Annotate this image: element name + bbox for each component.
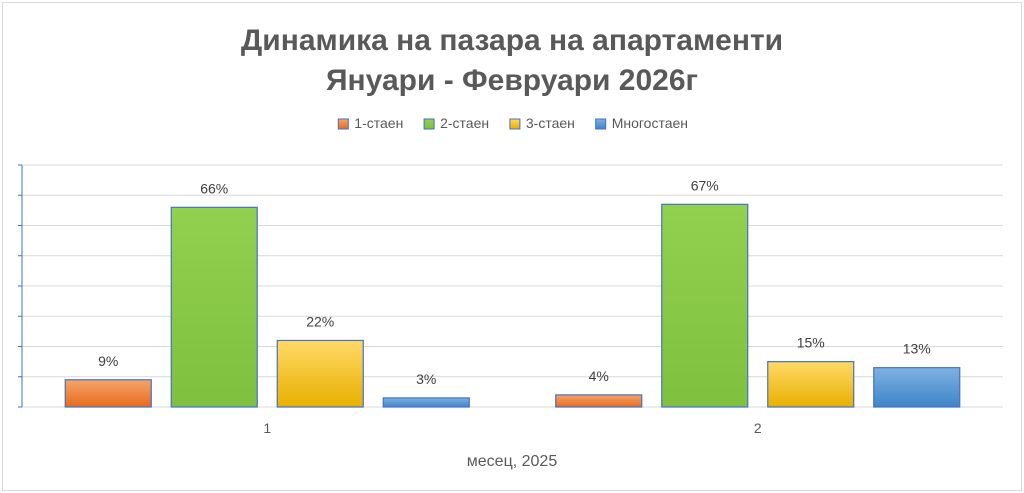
bar-2-стаен-1 xyxy=(170,206,258,408)
bars xyxy=(64,203,961,408)
bar-Многостаен-1 xyxy=(382,397,470,408)
bar-1-стаен-2 xyxy=(555,394,643,408)
bar-Многостаен-2 xyxy=(873,367,961,408)
x-tick-label: 1 xyxy=(263,420,271,436)
data-label: 9% xyxy=(98,353,118,369)
chart-title-line1: Динамика на пазара на апартаменти xyxy=(241,24,783,57)
data-label: 67% xyxy=(691,177,719,193)
legend-swatch xyxy=(595,118,607,130)
legend-label: 3-стаен xyxy=(526,115,575,131)
bar-3-стаен-2 xyxy=(767,361,855,408)
legend-swatch xyxy=(509,118,521,130)
bar-2-стаен-2 xyxy=(661,203,749,408)
x-axis-title: месец, 2025 xyxy=(467,453,558,470)
legend-label: 2-стаен xyxy=(440,115,489,131)
x-tick-label: 2 xyxy=(754,420,762,436)
data-label: 13% xyxy=(903,341,931,357)
data-label: 15% xyxy=(797,335,825,351)
legend-swatch xyxy=(423,118,435,130)
data-label: 22% xyxy=(306,313,334,329)
data-label: 66% xyxy=(200,180,228,196)
data-label: 3% xyxy=(416,371,436,387)
data-label: 4% xyxy=(589,368,609,384)
data-labels: 9% 66% 22% 3% 4% 67% 15% 13% xyxy=(98,177,931,387)
chart-title-line2: Януари - Февруари 2026г xyxy=(326,64,698,97)
legend-label: 1-стаен xyxy=(354,115,403,131)
legend: 1-стаен 2-стаен 3-стаен Многостаен xyxy=(337,115,688,131)
bar-3-стаен-1 xyxy=(276,339,364,408)
gridlines xyxy=(18,164,1003,408)
bar-1-стаен-1 xyxy=(64,379,152,408)
legend-label: Многостаен xyxy=(612,115,688,131)
legend-swatch xyxy=(337,118,349,130)
